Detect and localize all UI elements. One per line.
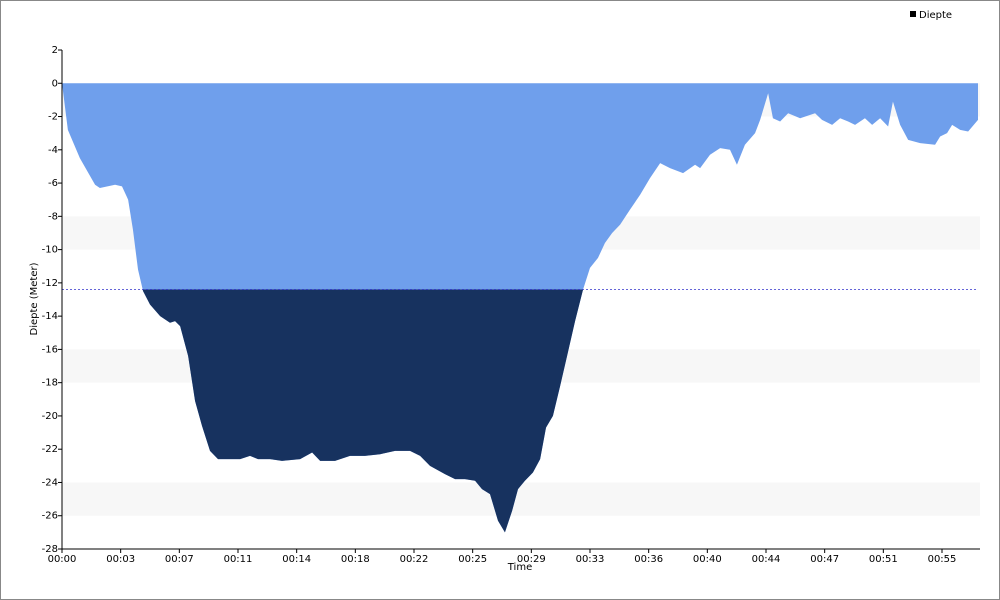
area-below-threshold	[142, 289, 584, 533]
x-tick-label: 00:44	[752, 554, 781, 565]
legend-swatch	[910, 11, 916, 17]
y-tick-label: -6	[48, 178, 58, 189]
y-tick-label: -16	[42, 344, 58, 355]
x-tick-label: 00:40	[693, 554, 722, 565]
y-tick-label: -24	[42, 477, 58, 488]
x-tick-label: 00:51	[869, 554, 898, 565]
y-tick-label: -14	[42, 311, 58, 322]
legend-label: Diepte	[919, 10, 952, 21]
y-tick-label: -26	[42, 511, 58, 522]
x-tick-label: 00:00	[48, 554, 77, 565]
x-tick-label: 00:11	[224, 554, 253, 565]
x-tick-label: 00:22	[400, 554, 429, 565]
x-tick-label: 00:03	[106, 554, 135, 565]
y-tick-label: 2	[52, 45, 58, 56]
y-tick-label: -20	[42, 411, 58, 422]
x-tick-label: 00:25	[458, 554, 487, 565]
y-axis-label: Diepte (Meter)	[29, 262, 40, 335]
x-tick-label: 00:47	[810, 554, 839, 565]
y-tick-label: -28	[42, 544, 58, 555]
x-tick-label: 00:55	[928, 554, 957, 565]
y-tick-label: -12	[42, 278, 58, 289]
x-tick-label: 00:29	[517, 554, 546, 565]
y-tick-label: -4	[48, 145, 58, 156]
grid-band	[62, 482, 980, 516]
y-tick-label: -8	[48, 211, 58, 222]
y-tick-label: -2	[48, 112, 58, 123]
x-tick-label: 00:36	[634, 554, 663, 565]
x-axis-label: Time	[507, 562, 532, 573]
y-tick-label: -22	[42, 444, 58, 455]
x-tick-label: 00:14	[282, 554, 311, 565]
x-tick-label: 00:18	[341, 554, 370, 565]
y-tick-label: 0	[52, 78, 58, 89]
x-tick-label: 00:33	[576, 554, 605, 565]
y-tick-label: -18	[42, 378, 58, 389]
y-tick-label: -10	[42, 245, 58, 256]
x-tick-label: 00:07	[165, 554, 194, 565]
